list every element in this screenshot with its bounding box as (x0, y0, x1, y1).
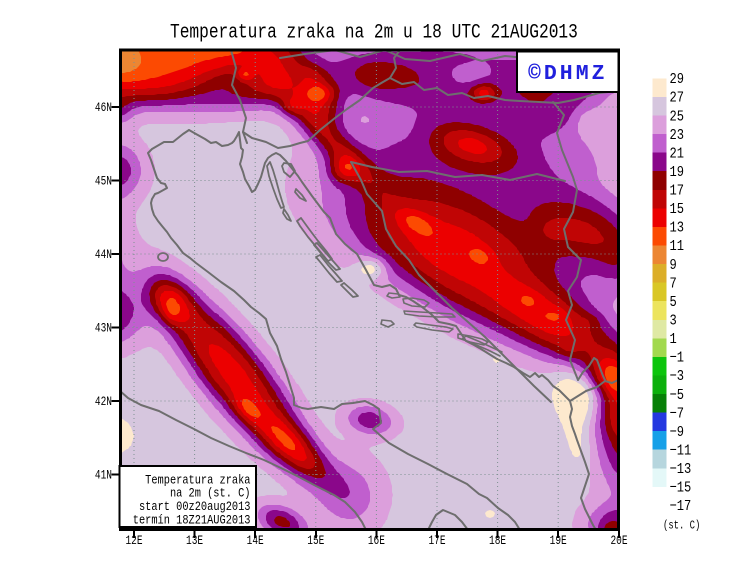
svg-text:17E: 17E (428, 535, 445, 549)
svg-text:−15: −15 (670, 481, 692, 498)
svg-text:13E: 13E (186, 535, 203, 549)
svg-text:−17: −17 (670, 499, 692, 516)
svg-text:−7: −7 (670, 406, 685, 423)
svg-text:Temperatura zraka: Temperatura zraka (145, 473, 250, 487)
svg-text:1: 1 (670, 332, 677, 349)
svg-text:20E: 20E (610, 535, 627, 549)
svg-text:5: 5 (670, 295, 677, 312)
svg-text:42N: 42N (95, 396, 112, 410)
svg-text:−3: −3 (670, 369, 685, 386)
svg-text:45N: 45N (95, 175, 112, 189)
svg-text:11: 11 (670, 239, 685, 256)
svg-text:na 2m (st. C): na 2m (st. C) (170, 487, 251, 501)
svg-text:−9: −9 (670, 425, 685, 442)
svg-text:−5: −5 (670, 388, 685, 405)
svg-text:41N: 41N (95, 469, 112, 483)
svg-text:15: 15 (670, 202, 685, 219)
svg-text:44N: 44N (95, 249, 112, 263)
svg-text:23: 23 (670, 128, 685, 145)
svg-text:termín 18Z21AUG2013: termín 18Z21AUG2013 (133, 514, 251, 528)
svg-text:13: 13 (670, 221, 685, 238)
svg-text:25: 25 (670, 109, 685, 126)
svg-text:9: 9 (670, 258, 677, 275)
svg-text:12E: 12E (125, 535, 142, 549)
svg-text:7: 7 (670, 276, 677, 293)
svg-text:14E: 14E (247, 535, 264, 549)
svg-text:27: 27 (670, 91, 685, 108)
svg-text:−1: −1 (670, 351, 685, 368)
svg-text:21: 21 (670, 146, 685, 163)
svg-text:−13: −13 (670, 462, 692, 479)
svg-text:17: 17 (670, 184, 685, 201)
svg-text:29: 29 (670, 72, 685, 89)
svg-text:19: 19 (670, 165, 685, 182)
svg-text:19E: 19E (550, 535, 567, 549)
svg-text:(st. C): (st. C) (663, 520, 700, 533)
svg-text:18E: 18E (489, 535, 506, 549)
svg-text:©DHMZ: ©DHMZ (528, 61, 608, 86)
svg-text:15E: 15E (307, 535, 324, 549)
svg-text:start 00z20aug2013: start 00z20aug2013 (139, 500, 251, 514)
svg-text:3: 3 (670, 313, 677, 330)
svg-text:43N: 43N (95, 322, 112, 336)
svg-text:−11: −11 (670, 443, 692, 460)
svg-text:16E: 16E (368, 535, 385, 549)
svg-text:46N: 46N (95, 102, 112, 116)
svg-text:Temperatura zraka na 2m u 18 U: Temperatura zraka na 2m u 18 UTC 21AUG20… (170, 21, 578, 44)
